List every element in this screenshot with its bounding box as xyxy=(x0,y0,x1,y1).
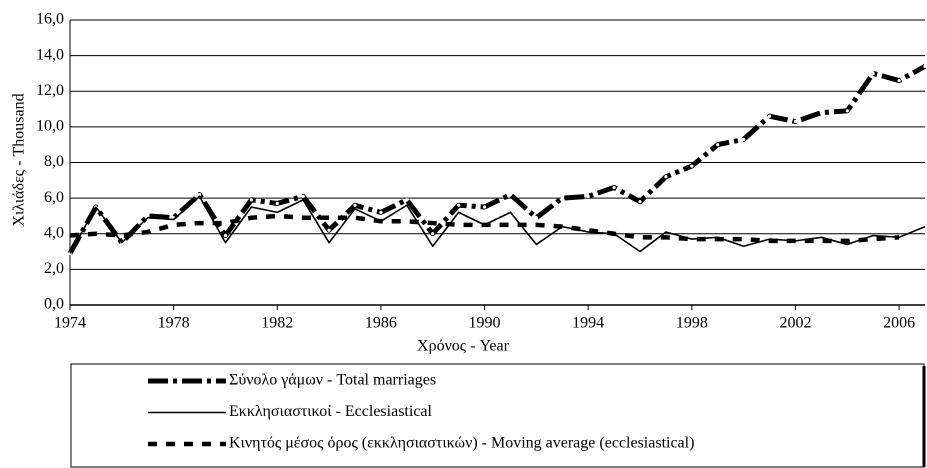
y-tick-label: 2,0 xyxy=(44,260,64,277)
y-tick-label: 14,0 xyxy=(36,46,64,63)
point xyxy=(716,143,720,147)
point xyxy=(353,203,357,207)
point xyxy=(871,71,875,76)
y-tick-label: 6,0 xyxy=(44,189,64,206)
point xyxy=(327,228,331,232)
point xyxy=(275,201,279,206)
x-tick-label: 1982 xyxy=(261,315,293,332)
point xyxy=(534,216,538,220)
legend-label: Σύνολο γάμων - Total marriages xyxy=(229,372,436,389)
point xyxy=(431,232,435,236)
point xyxy=(146,214,150,218)
point xyxy=(612,185,616,190)
point xyxy=(664,175,668,179)
point xyxy=(508,192,513,197)
point xyxy=(405,198,409,202)
point xyxy=(767,114,772,118)
point xyxy=(793,119,798,124)
x-axis-label: Χρόνος - Year xyxy=(417,338,510,355)
x-tick-label: 1974 xyxy=(54,315,86,332)
x-tick-label: 1986 xyxy=(365,315,397,332)
y-axis-label: Χιλιάδες - Thousand xyxy=(11,93,28,226)
y-tick-label: 12,0 xyxy=(36,82,64,99)
series-line xyxy=(69,213,900,244)
x-tick-label: 1994 xyxy=(572,315,604,332)
legend-label: Κινητός μέσος όρος (εκκλησιαστικών) - Mo… xyxy=(229,435,694,452)
y-tick-label: 16,0 xyxy=(36,11,64,28)
point xyxy=(457,203,461,207)
point xyxy=(742,137,746,141)
point xyxy=(586,194,590,198)
point xyxy=(249,198,253,202)
x-tick-label: 1978 xyxy=(158,315,190,332)
y-tick-label: 4,0 xyxy=(44,224,64,241)
point xyxy=(223,233,228,238)
series-line xyxy=(69,195,926,254)
point xyxy=(845,109,849,113)
point xyxy=(819,111,823,115)
point xyxy=(197,192,202,197)
series-line xyxy=(67,64,927,255)
point xyxy=(690,164,694,168)
x-tick-label: 2002 xyxy=(779,315,811,332)
point xyxy=(923,64,927,68)
point xyxy=(301,194,305,198)
point xyxy=(379,210,383,214)
legend-box xyxy=(70,363,925,468)
point xyxy=(560,196,564,200)
y-tick-label: 10,0 xyxy=(36,118,64,135)
y-tick-label: 0,0 xyxy=(44,296,64,313)
point xyxy=(897,78,901,83)
x-tick-label: 1998 xyxy=(676,315,708,332)
point xyxy=(482,205,487,209)
x-tick-label: 2006 xyxy=(883,315,915,332)
legend-label: Εκκλησιαστικοί - Ecclesiastical xyxy=(229,403,433,420)
point xyxy=(638,200,642,204)
y-tick-label: 8,0 xyxy=(44,153,64,170)
x-tick-label: 1990 xyxy=(469,315,501,332)
